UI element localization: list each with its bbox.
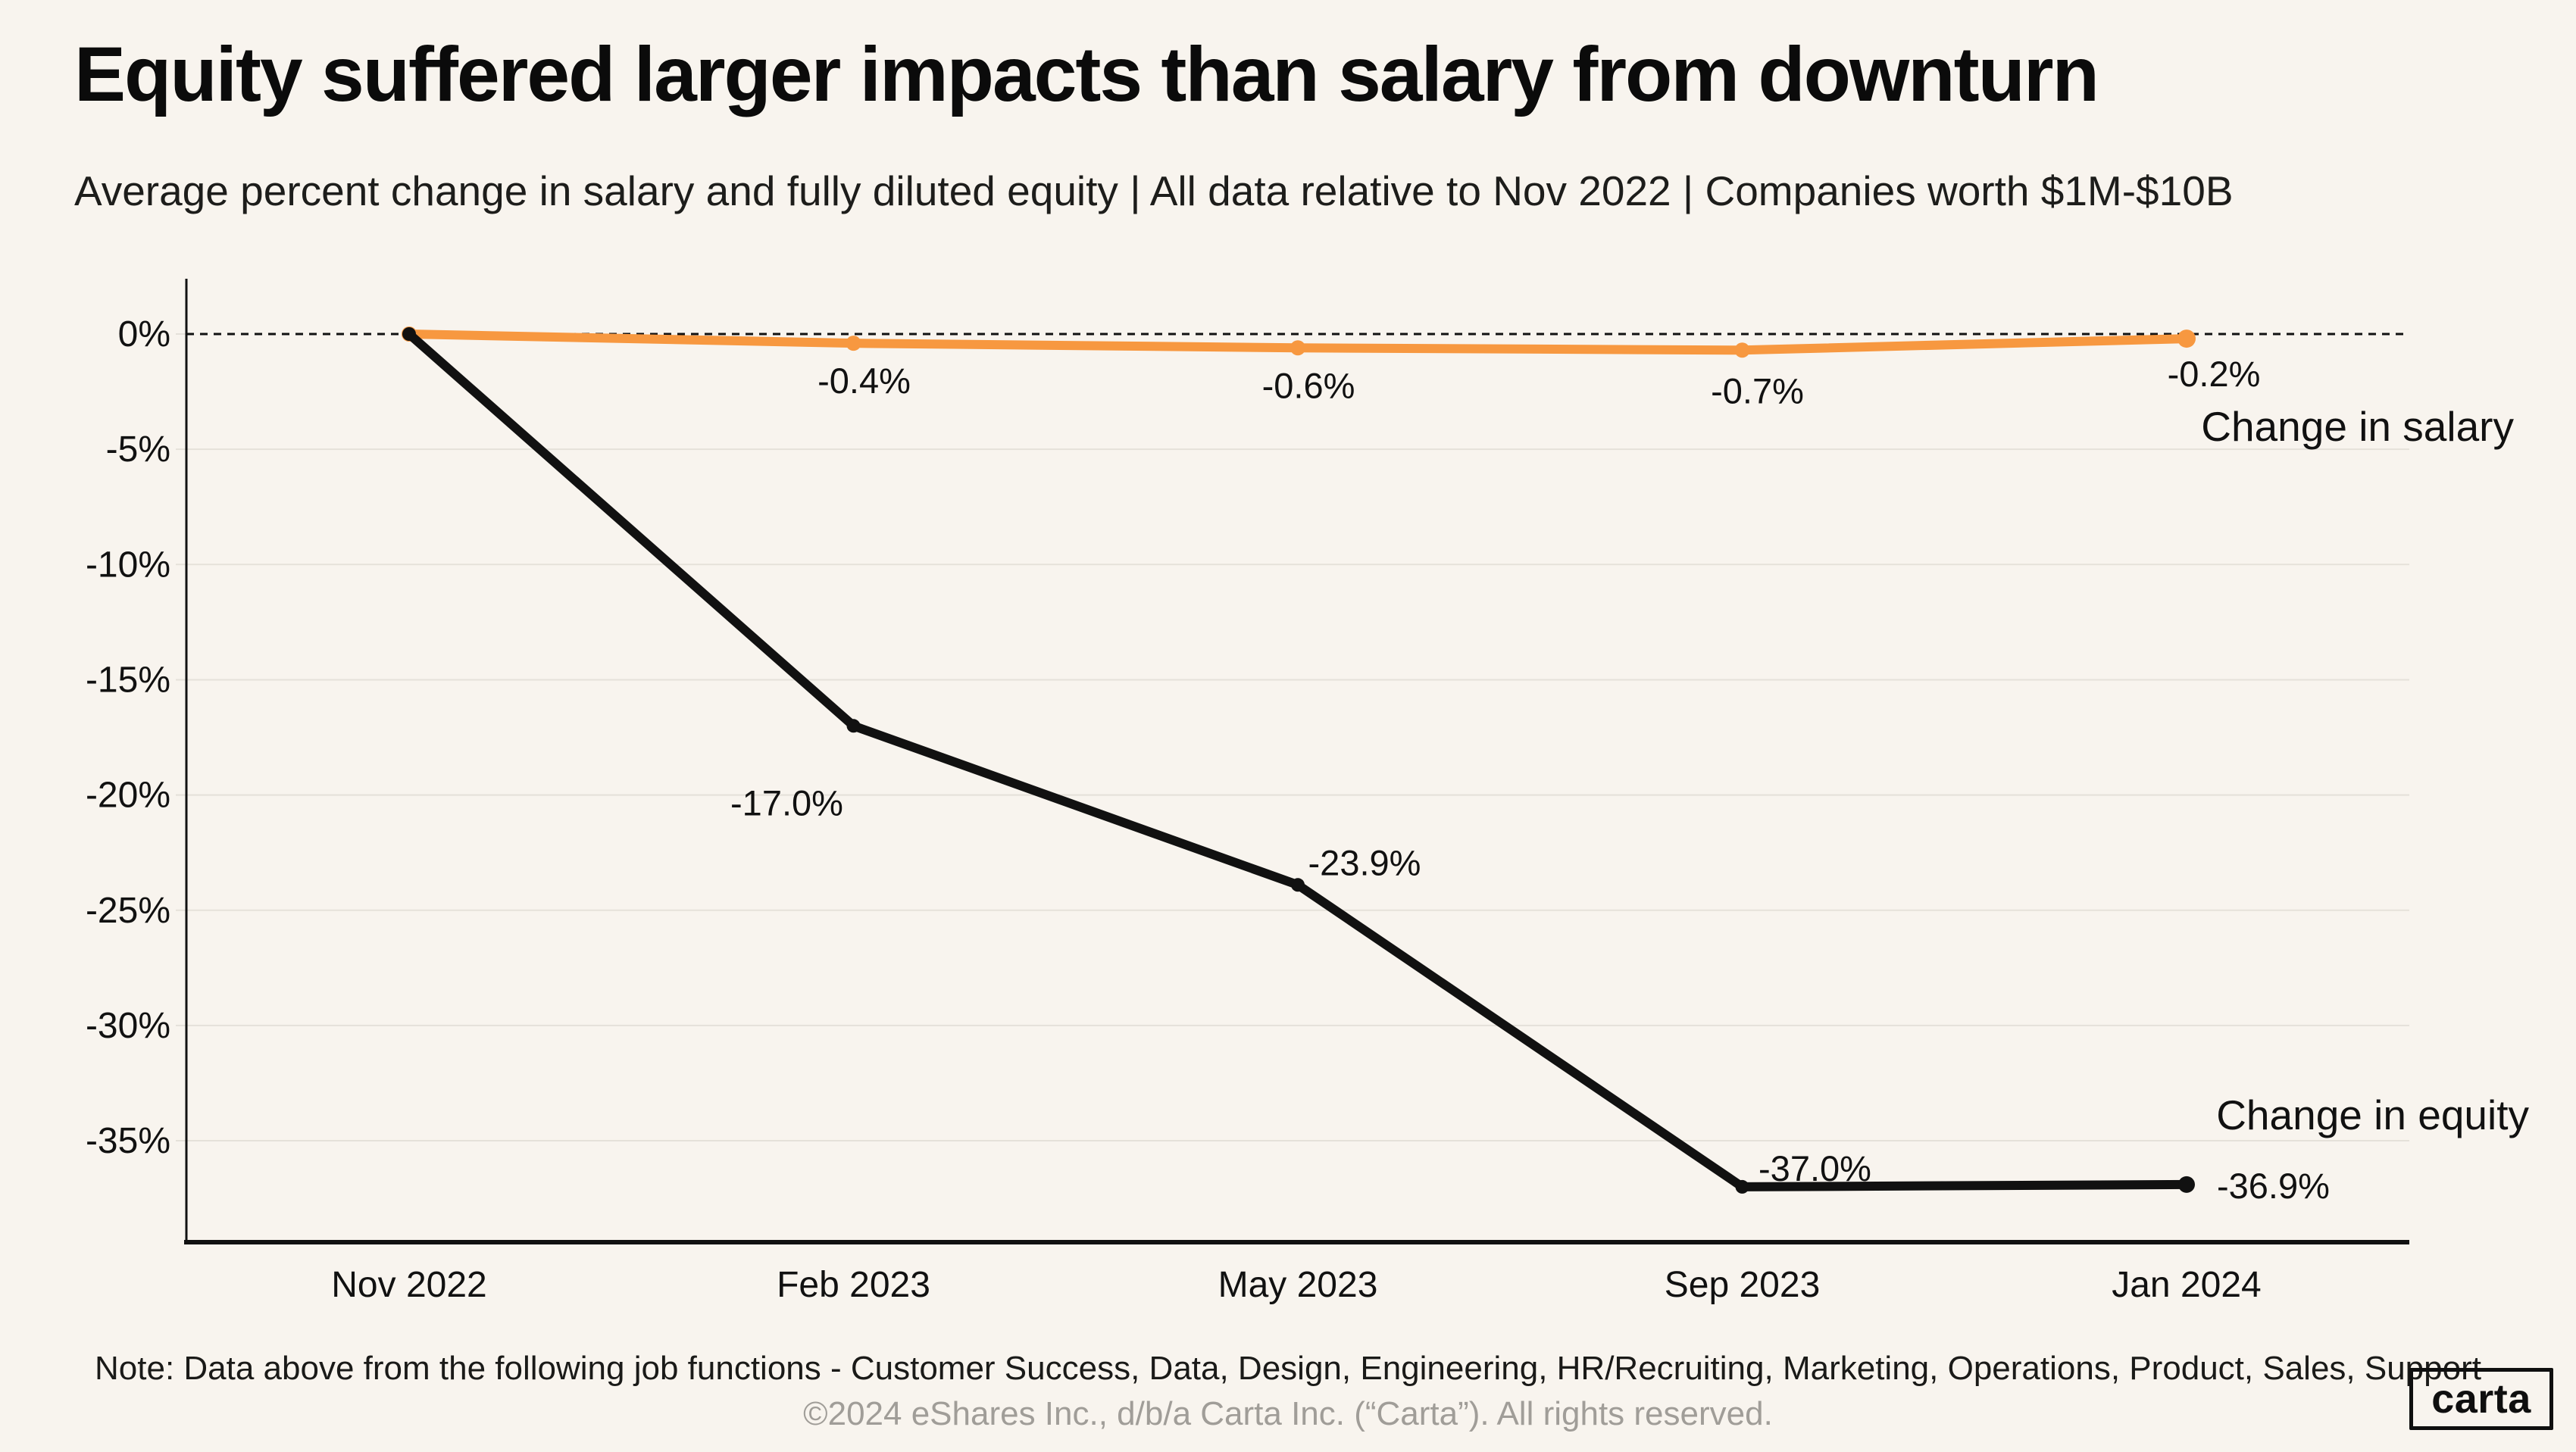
y-tick-label: -30% [86,1006,170,1046]
series-annotation-change-in-salary: Change in salary [2201,403,2514,450]
data-point-change-in-salary [1290,340,1305,356]
data-label-change-in-equity: -37.0% [1758,1148,1871,1188]
y-tick-label: -5% [106,429,170,470]
data-label-change-in-salary: -0.2% [2168,354,2261,394]
y-tick-label: -25% [86,891,170,931]
carta-logo: carta [2409,1368,2553,1430]
data-label-change-in-equity: -36.9% [2217,1166,2330,1206]
copyright: ©2024 eShares Inc., d/b/a Carta Inc. (“C… [803,1395,1773,1432]
x-tick-label: Nov 2022 [331,1265,486,1305]
x-tick-label: Sep 2023 [1665,1265,1821,1305]
footnote: Note: Data above from the following job … [95,1350,2481,1387]
data-point-change-in-equity [846,719,861,733]
data-point-change-in-equity [402,327,416,341]
data-label-change-in-salary: -0.4% [818,361,911,401]
y-tick-label: 0% [118,314,170,354]
data-label-change-in-salary: -0.7% [1711,370,1804,411]
y-tick-label: -35% [86,1121,170,1161]
data-point-change-in-salary [846,336,861,351]
data-point-change-in-equity [1735,1179,1749,1194]
data-label-change-in-equity: -23.9% [1308,842,1421,882]
y-tick-label: -20% [86,776,170,816]
x-tick-label: Jan 2024 [2112,1265,2262,1305]
data-label-change-in-salary: -0.6% [1262,365,1355,405]
data-point-change-in-salary [1734,342,1750,358]
page-title: Equity suffered larger impacts than sala… [74,31,2099,117]
y-tick-label: -15% [86,660,170,700]
x-tick-label: May 2023 [1218,1265,1378,1305]
series-line-change-in-equity [405,329,2191,1191]
x-tick-label: Feb 2023 [777,1265,930,1305]
data-point-change-in-salary [2177,329,2196,348]
data-point-change-in-equity [2178,1176,2195,1193]
data-point-change-in-equity [1291,878,1305,892]
data-label-change-in-equity: -17.0% [730,782,843,823]
page-subtitle: Average percent change in salary and ful… [74,167,2234,214]
series-annotation-change-in-equity: Change in equity [2216,1091,2529,1138]
y-tick-label: -10% [86,545,170,585]
